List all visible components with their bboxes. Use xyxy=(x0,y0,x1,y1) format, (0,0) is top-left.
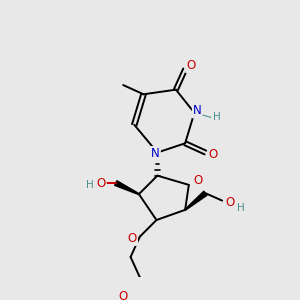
Text: O: O xyxy=(194,174,203,187)
Polygon shape xyxy=(115,181,139,194)
Text: N: N xyxy=(193,104,202,117)
Text: N: N xyxy=(151,147,160,160)
Text: O: O xyxy=(128,232,137,245)
Text: O: O xyxy=(118,290,128,300)
Text: O: O xyxy=(186,59,195,72)
Text: H: H xyxy=(213,112,220,122)
Text: O: O xyxy=(96,178,106,190)
Text: H: H xyxy=(237,203,244,213)
Text: O: O xyxy=(225,196,234,209)
Text: H: H xyxy=(86,180,94,190)
Text: O: O xyxy=(208,148,218,161)
Polygon shape xyxy=(185,191,207,210)
